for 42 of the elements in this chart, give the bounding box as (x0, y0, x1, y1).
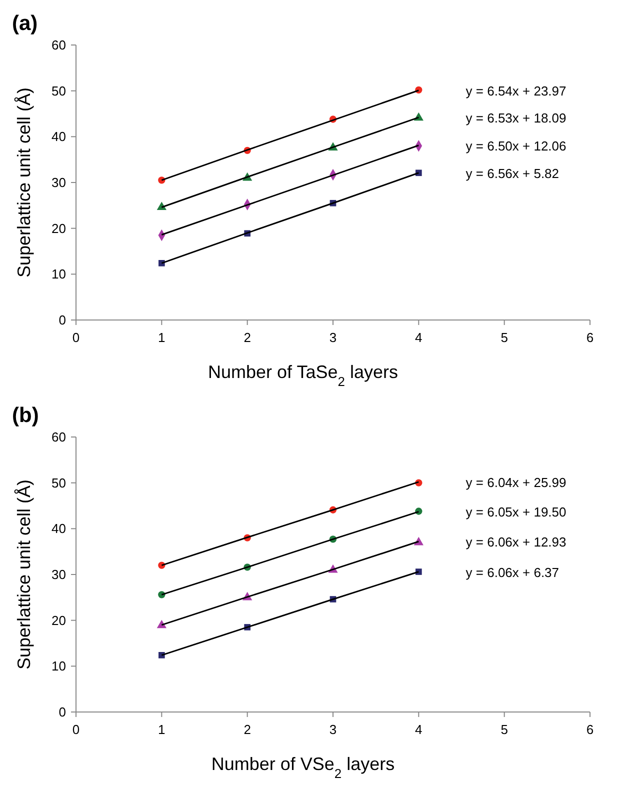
y-tick-label: 30 (52, 175, 66, 190)
x-tick-label: 5 (500, 722, 508, 737)
x-axis-title: Number of VSe$_{2}$ layers (211, 754, 395, 780)
x-tick-label: 2 (244, 722, 251, 737)
chart-title: (a) (12, 12, 38, 35)
y-tick-label: 60 (52, 430, 66, 444)
annotation: y = 6.05x + 19.50 (466, 504, 566, 520)
y-tick-label: 0 (58, 704, 66, 720)
y-tick-label: 20 (52, 612, 66, 628)
y-tick-label: 50 (52, 83, 66, 98)
x-tick-label: 4 (415, 722, 422, 737)
annotation: y = 6.50x + 12.06 (466, 138, 566, 154)
annotation: y = 6.06x + 6.37 (466, 564, 560, 580)
y-tick-label: 20 (52, 220, 66, 236)
y-tick-label: 10 (52, 658, 66, 674)
y-axis-title: Superlattice unit cell (Å) (14, 479, 34, 670)
x-tick-label: 5 (500, 330, 508, 345)
x-tick-label: 3 (329, 722, 337, 737)
x-tick-label: 6 (586, 330, 594, 345)
x-tick-label: 2 (244, 330, 251, 345)
annotation: y = 6.53x + 18.09 (466, 110, 566, 126)
y-tick-label: 0 (58, 312, 66, 328)
y-axis-title: Superlattice unit cell (Å) (14, 87, 34, 278)
annotation: y = 6.06x + 12.93 (466, 534, 566, 550)
x-axis-title: Number of TaSe$_{2}$ layers (208, 362, 398, 388)
x-tick-label: 6 (586, 722, 594, 737)
y-tick-label: 50 (52, 475, 66, 490)
x-tick-label: 3 (329, 330, 337, 345)
y-tick-label: 10 (52, 266, 66, 282)
x-tick-label: 0 (72, 722, 80, 737)
y-tick-label: 40 (52, 521, 66, 536)
x-tick-label: 0 (72, 330, 80, 345)
x-tick-label: 1 (158, 722, 166, 737)
annotation: y = 6.54x + 23.97 (466, 83, 566, 98)
annotation: y = 6.56x + 5.82 (466, 166, 560, 181)
x-tick-label: 1 (158, 330, 166, 345)
chart-title: (b) (12, 404, 39, 427)
y-tick-label: 30 (52, 567, 66, 582)
y-tick-label: 40 (52, 129, 66, 144)
x-tick-label: 4 (415, 330, 422, 345)
y-tick-label: 60 (52, 38, 66, 52)
annotation: y = 6.04x + 25.99 (466, 474, 566, 490)
